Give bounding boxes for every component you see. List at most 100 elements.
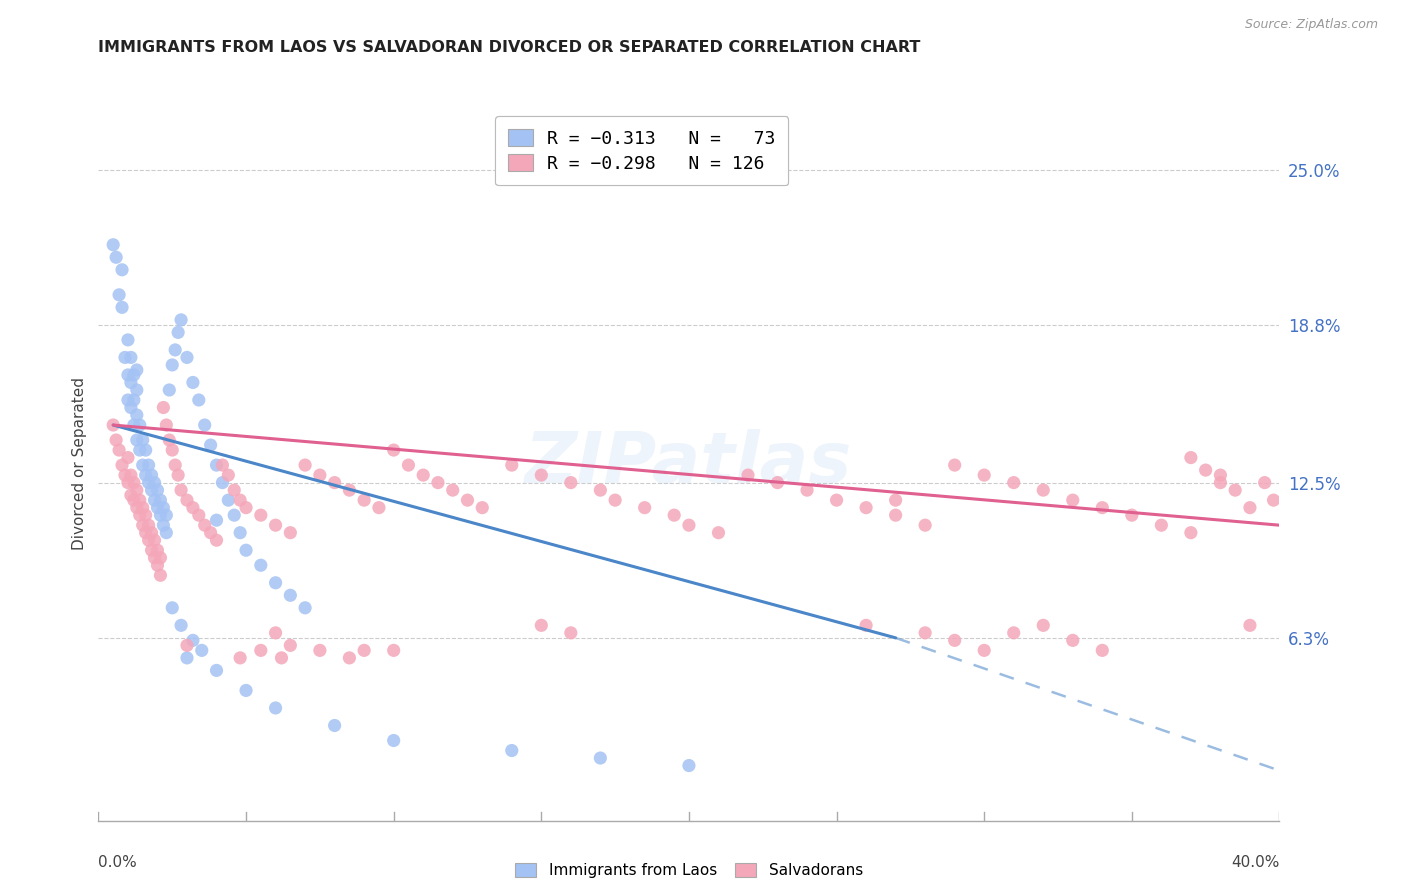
Point bbox=[1180, 525, 1202, 540]
Point bbox=[264, 625, 287, 640]
Point bbox=[187, 392, 209, 407]
Point bbox=[205, 513, 228, 527]
Point bbox=[229, 493, 252, 508]
Point bbox=[141, 468, 163, 483]
Point bbox=[1002, 475, 1025, 490]
Point bbox=[170, 618, 193, 632]
Point bbox=[155, 508, 177, 523]
Point bbox=[143, 493, 166, 508]
Point bbox=[1209, 475, 1232, 490]
Point bbox=[167, 468, 190, 483]
Point bbox=[766, 475, 789, 490]
Point bbox=[456, 493, 478, 508]
Point bbox=[200, 525, 222, 540]
Point bbox=[122, 475, 145, 490]
Point bbox=[125, 433, 148, 447]
Point bbox=[229, 651, 252, 665]
Point bbox=[235, 683, 257, 698]
Point bbox=[146, 558, 169, 573]
Point bbox=[605, 493, 627, 508]
Point bbox=[235, 543, 257, 558]
Point bbox=[224, 483, 246, 497]
Point bbox=[155, 417, 177, 432]
Point bbox=[1150, 518, 1173, 533]
Point bbox=[155, 525, 177, 540]
Point bbox=[1180, 450, 1202, 465]
Point bbox=[205, 664, 228, 678]
Point bbox=[501, 743, 523, 757]
Point bbox=[138, 518, 160, 533]
Point bbox=[194, 518, 217, 533]
Point bbox=[250, 643, 273, 657]
Point bbox=[176, 493, 198, 508]
Point bbox=[117, 368, 139, 382]
Text: 0.0%: 0.0% bbox=[98, 855, 138, 870]
Point bbox=[1032, 483, 1054, 497]
Point bbox=[943, 633, 966, 648]
Point bbox=[560, 625, 582, 640]
Point bbox=[412, 468, 434, 483]
Point bbox=[111, 262, 134, 277]
Point bbox=[1091, 643, 1114, 657]
Point bbox=[191, 643, 214, 657]
Point bbox=[117, 475, 139, 490]
Point bbox=[1239, 500, 1261, 515]
Point bbox=[560, 475, 582, 490]
Point bbox=[176, 651, 198, 665]
Point bbox=[152, 500, 174, 515]
Point bbox=[211, 458, 233, 472]
Point bbox=[128, 493, 150, 508]
Point bbox=[678, 758, 700, 772]
Point bbox=[294, 600, 316, 615]
Point bbox=[143, 475, 166, 490]
Point bbox=[176, 639, 198, 653]
Point bbox=[825, 493, 848, 508]
Point bbox=[309, 468, 332, 483]
Point bbox=[181, 633, 204, 648]
Point bbox=[278, 588, 302, 602]
Point bbox=[589, 483, 612, 497]
Point bbox=[132, 458, 155, 472]
Point bbox=[229, 525, 252, 540]
Point bbox=[128, 443, 150, 458]
Point bbox=[737, 468, 759, 483]
Point bbox=[353, 493, 375, 508]
Point bbox=[441, 483, 464, 497]
Point bbox=[1223, 483, 1246, 497]
Point bbox=[162, 358, 183, 372]
Point bbox=[120, 468, 142, 483]
Point bbox=[138, 458, 160, 472]
Point bbox=[117, 333, 139, 347]
Point bbox=[1263, 493, 1285, 508]
Point bbox=[141, 543, 163, 558]
Point bbox=[122, 417, 145, 432]
Point bbox=[943, 458, 966, 472]
Point bbox=[187, 508, 209, 523]
Point bbox=[235, 500, 257, 515]
Point bbox=[125, 500, 148, 515]
Point bbox=[120, 351, 142, 365]
Point bbox=[149, 508, 172, 523]
Point bbox=[132, 433, 155, 447]
Point bbox=[165, 343, 187, 357]
Point bbox=[181, 376, 204, 390]
Point bbox=[122, 392, 145, 407]
Point bbox=[114, 351, 136, 365]
Point bbox=[1062, 493, 1084, 508]
Point bbox=[678, 518, 700, 533]
Point bbox=[323, 718, 346, 732]
Point bbox=[143, 550, 166, 565]
Point bbox=[205, 533, 228, 548]
Point bbox=[111, 458, 134, 472]
Text: Source: ZipAtlas.com: Source: ZipAtlas.com bbox=[1244, 18, 1378, 31]
Point bbox=[146, 543, 169, 558]
Point bbox=[309, 643, 332, 657]
Point bbox=[149, 568, 172, 582]
Point bbox=[105, 433, 128, 447]
Point bbox=[132, 500, 155, 515]
Point bbox=[973, 468, 995, 483]
Point bbox=[114, 468, 136, 483]
Point bbox=[1032, 618, 1054, 632]
Point bbox=[855, 618, 877, 632]
Legend: R = −0.313   N =   73, R = −0.298   N = 126: R = −0.313 N = 73, R = −0.298 N = 126 bbox=[495, 116, 789, 186]
